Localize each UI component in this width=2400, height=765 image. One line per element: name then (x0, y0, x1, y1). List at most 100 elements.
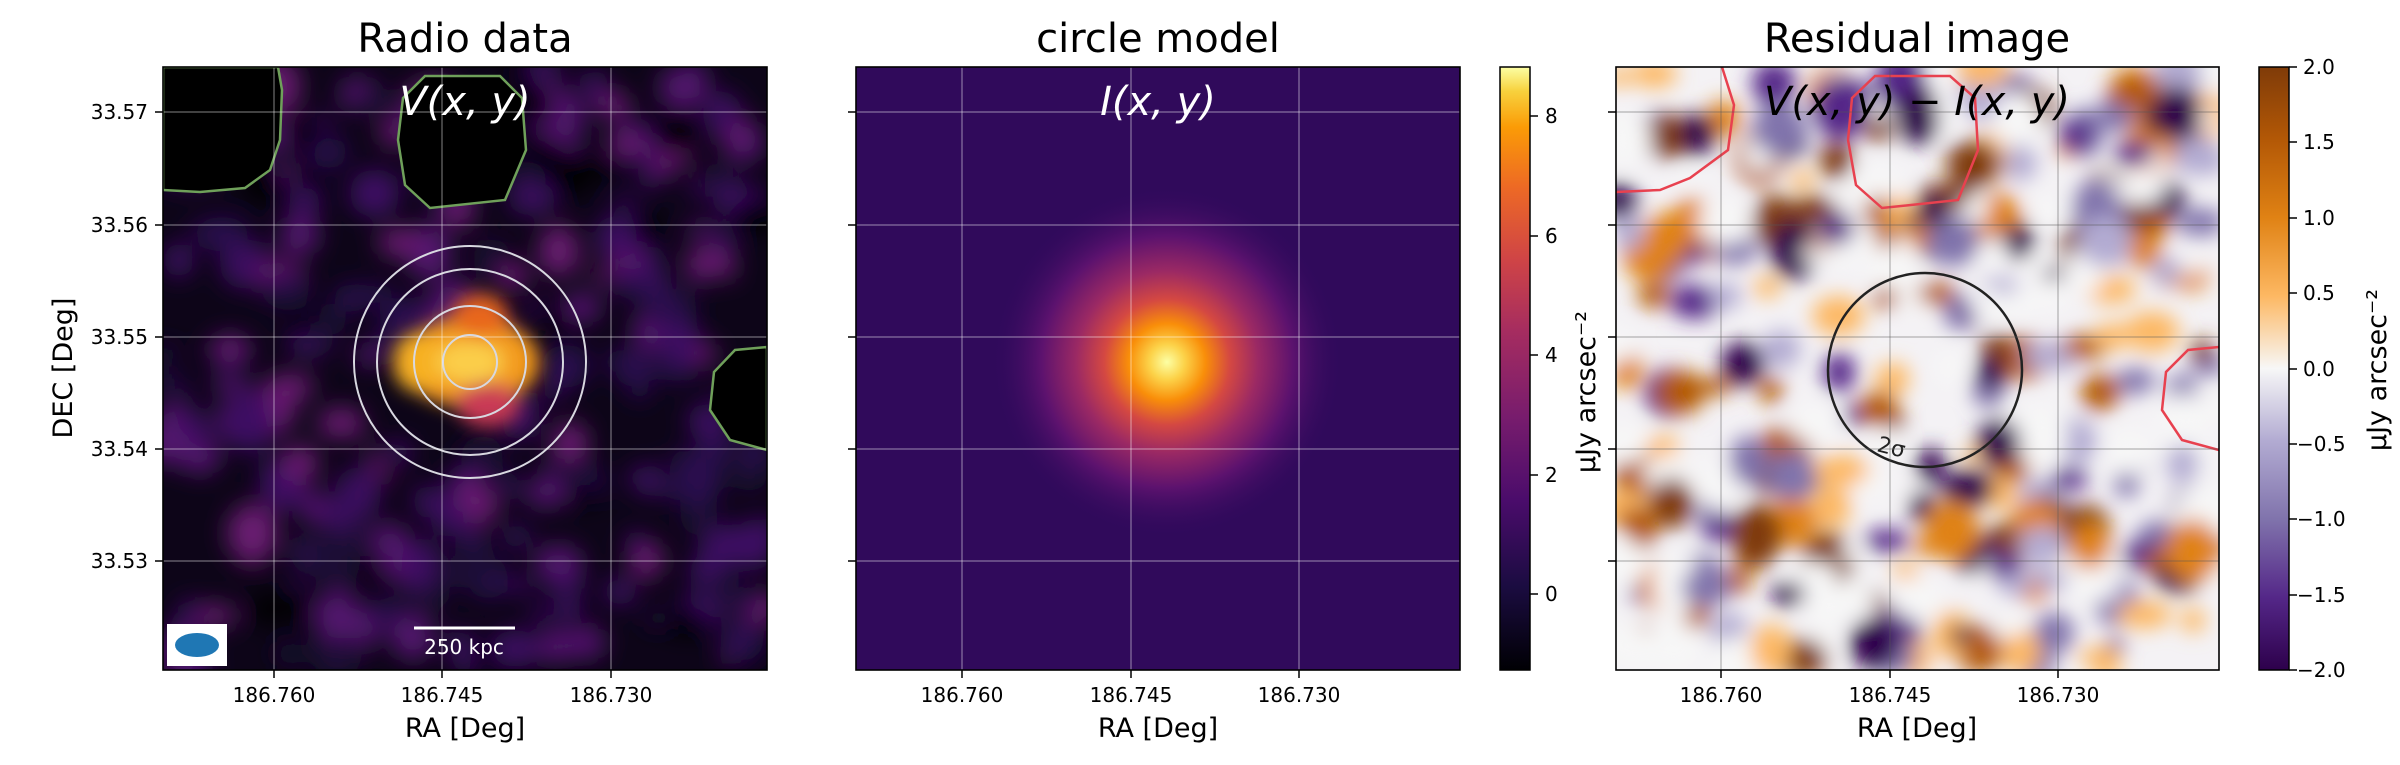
noise-blob (391, 613, 435, 661)
panel1-title: Radio data (357, 16, 572, 62)
mask-outline-top-left (1616, 67, 1736, 194)
noise-blob (1839, 546, 1865, 561)
noise-blob (2142, 212, 2171, 237)
noise-blob (1768, 451, 1816, 501)
noise-blob (2001, 633, 2042, 670)
ring-1 (442, 334, 498, 390)
noise-blob (2166, 519, 2219, 584)
noise-blob (751, 518, 767, 537)
panel1-frame (162, 66, 768, 671)
noise-blob (708, 230, 739, 249)
panel1-xlabel: RA [Deg] (405, 713, 525, 744)
noise-blob (2030, 198, 2079, 224)
noise-blob (638, 173, 661, 189)
colorbar-tick-label: −1.0 (2297, 507, 2346, 531)
colorbar-tick-label: 0.0 (2303, 357, 2335, 381)
mask-outline-right (2160, 345, 2219, 452)
beam-box (167, 624, 227, 666)
noise-blob (612, 195, 638, 211)
noise-blob (276, 640, 303, 667)
panel3-y-ticks (1608, 111, 1616, 562)
noise-blob (1729, 435, 1768, 486)
noise-blob (1892, 563, 1920, 579)
noise-blob (455, 528, 488, 549)
panel2-frame (855, 66, 1461, 671)
noise-blob (313, 591, 360, 640)
panel2-xlabel: RA [Deg] (1098, 713, 1218, 744)
noise-blob (1988, 522, 2020, 554)
noise-blob (2173, 143, 2219, 176)
noise-blob (251, 589, 282, 628)
noise-blob (172, 611, 195, 628)
noise-blob (2175, 208, 2219, 237)
noise-blob (2190, 339, 2215, 362)
noise-blob (236, 560, 262, 574)
noise-blob (352, 88, 403, 116)
noise-blob (196, 216, 248, 252)
noise-blob (192, 604, 237, 628)
xtick-label: 186.745 (1090, 683, 1173, 707)
ring-3 (376, 268, 564, 456)
noise-blob (2123, 231, 2162, 267)
panel-residual-image: Residual image 2σ V(x, y) − I(x, y) (1608, 16, 2393, 744)
panel3-title: Residual image (1764, 16, 2070, 62)
noise-blob (1647, 615, 1702, 670)
noise-blob (595, 215, 637, 256)
noise-blob (1616, 213, 1645, 251)
noise-blob (715, 254, 737, 280)
noise-blob (283, 444, 319, 483)
noise-blob (1916, 448, 1946, 483)
noise-blob (1936, 98, 1962, 125)
noise-blob (492, 629, 539, 668)
noise-blob (1941, 469, 1995, 508)
scalebar-label: 250 kpc (424, 635, 504, 659)
noise-blob (697, 542, 738, 563)
noise-blob (655, 106, 696, 157)
noise-blob (1872, 287, 1899, 308)
ytick-label: 33.56 (91, 213, 148, 237)
noise-blob (588, 253, 612, 278)
panel2-title: circle model (1036, 16, 1280, 62)
colorbar-tick-label: 8 (1545, 104, 1558, 128)
colorbar-residual-label: μJy arcsec⁻² (2362, 289, 2393, 451)
noise-blob (579, 70, 608, 95)
noise-blob (1822, 352, 1856, 392)
ytick-label: 33.57 (91, 100, 148, 124)
noise-blob (309, 320, 331, 348)
noise-blob (624, 531, 647, 551)
noise-blob (1818, 212, 1855, 245)
noise-blob (163, 343, 183, 363)
noise-blob (163, 372, 176, 390)
noise-blob (522, 301, 544, 314)
noise-blob (320, 500, 356, 533)
colorbar-residual: 2.0 1.5 1.0 0.5 0.0 −0.5 −1.0 −1.5 −2.0 … (2258, 55, 2393, 682)
panel2-x-ticks: 186.760 186.745 186.730 (921, 670, 1340, 707)
noise-blob (444, 630, 471, 655)
noise-blob (2049, 468, 2089, 490)
noise-blob (630, 211, 661, 248)
noise-blob (1616, 623, 1653, 665)
noise-blob (1616, 424, 1649, 464)
noise-blob (2114, 177, 2165, 205)
noise-blob (698, 431, 733, 467)
noise-blob (2041, 268, 2066, 281)
noise-blob (284, 315, 311, 337)
colorbar-tick-label: −2.0 (2297, 658, 2346, 682)
colorbar-model-gradient (1499, 66, 1531, 671)
noise-blob (1616, 539, 1652, 586)
noise-blob (2113, 140, 2155, 165)
noise-blob (288, 538, 322, 567)
noise-blob (508, 181, 557, 216)
noise-blob (456, 542, 497, 588)
noise-blob (1655, 369, 1705, 415)
noise-blob (647, 271, 669, 291)
noise-blob (2080, 374, 2120, 412)
noise-blob (2003, 288, 2038, 316)
grid-lines-3 (1616, 67, 2219, 670)
noise-blob (2152, 257, 2182, 283)
panel1-y-ticks: 33.57 33.56 33.55 33.54 33.53 (91, 100, 163, 573)
noise-blob (2116, 367, 2155, 394)
noise-blob (407, 558, 431, 589)
noise-blob (1720, 341, 1765, 386)
noise-blob (1936, 350, 1965, 384)
